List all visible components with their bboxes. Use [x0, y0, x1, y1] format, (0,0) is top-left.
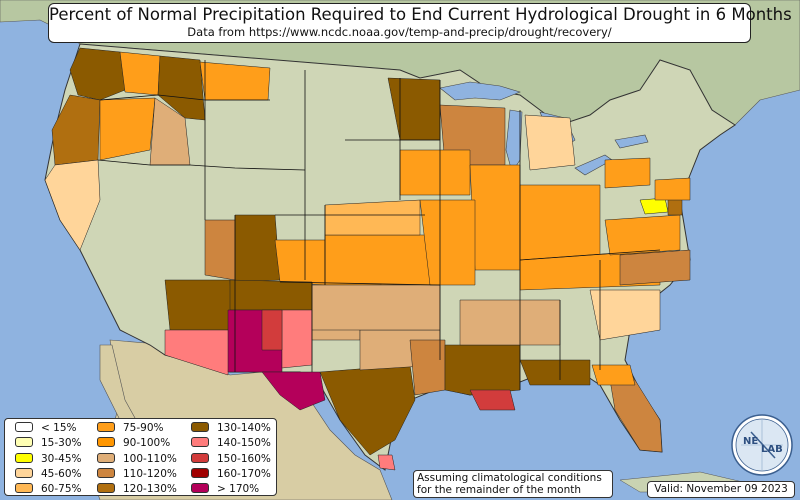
legend-item: 60-75% [15, 482, 82, 496]
note-line-1: Assuming climatological conditions [417, 472, 602, 484]
valid-date: Valid: November 09 2023 [647, 481, 795, 498]
legend-item: 90-100% [97, 436, 170, 450]
region-tx-south-tip [377, 454, 396, 471]
legend-item: 120-130% [97, 482, 177, 496]
legend-label: 90-100% [123, 437, 171, 450]
region-pa [604, 157, 651, 189]
title-panel: Percent of Normal Precipitation Required… [48, 3, 792, 43]
region-nm-southeast [281, 309, 313, 369]
region-az-north [164, 279, 233, 331]
legend-label: 60-75% [41, 483, 82, 496]
logo-text-left: NE [743, 436, 758, 447]
legend-label: 45-60% [41, 467, 82, 480]
note-line-2: for the remainder of the month [417, 484, 582, 496]
region-va [604, 214, 681, 256]
region-ga-sc [589, 289, 661, 341]
legend-label: 160-170% [217, 467, 271, 480]
region-id-north [157, 55, 206, 121]
region-az-south [164, 329, 231, 376]
region-la [444, 344, 521, 396]
legend-item: 30-45% [15, 452, 82, 466]
legend-swatch [15, 467, 33, 478]
legend: < 15% 15-30% 30-45% 45-60% 60-75% 75-90% 90-10… [4, 418, 277, 496]
region-nc [619, 249, 691, 286]
legend-swatch [97, 422, 115, 432]
legend-label: 150-160% [217, 452, 271, 465]
legend-swatch [191, 422, 209, 432]
legend-label: 130-140% [217, 422, 271, 434]
logo-text-right: LAB [761, 444, 783, 455]
legend-label: 120-130% [123, 483, 177, 496]
legend-label: 140-150% [217, 437, 271, 450]
region-or-central [99, 97, 156, 161]
legend-label: 75-90% [123, 422, 164, 434]
region-tx-west [261, 371, 326, 411]
legend-swatch [191, 483, 209, 494]
legend-swatch [15, 452, 33, 463]
region-la-coast [469, 389, 516, 411]
region-ne [324, 199, 421, 236]
lake-superior [439, 81, 521, 101]
map-title: Percent of Normal Precipitation Required… [49, 5, 792, 24]
region-md [639, 197, 669, 215]
region-nj [654, 177, 691, 201]
region-fl-north [591, 364, 636, 386]
legend-swatch [191, 467, 209, 478]
legend-label: 110-120% [123, 467, 177, 480]
legend-swatch [15, 422, 33, 432]
legend-item: > 170% [191, 482, 259, 496]
legend-swatch [97, 467, 115, 478]
region-ks [324, 234, 431, 286]
legend-item: 45-60% [15, 467, 82, 481]
region-il [469, 164, 521, 271]
legend-item: 110-120% [97, 467, 177, 481]
assumption-note: Assuming climatological conditions for t… [413, 470, 613, 498]
legend-item: 130-140% [191, 421, 271, 435]
region-mt [199, 61, 271, 101]
legend-item: 150-160% [191, 452, 271, 466]
lake-ontario [614, 134, 649, 149]
legend-label: 15-30% [41, 437, 82, 450]
region-ok [311, 284, 441, 331]
region-nm-mid [261, 309, 283, 351]
region-ia [399, 149, 471, 196]
region-co-east [274, 239, 326, 286]
region-wa-east [119, 51, 161, 96]
nexlab-logo: NE LAB [731, 414, 793, 476]
state-borders [97, 60, 661, 390]
region-mi [524, 114, 576, 171]
legend-swatch [97, 483, 115, 494]
region-ut-south [204, 219, 236, 281]
legend-item: 140-150% [191, 436, 271, 450]
region-wa-west [69, 47, 126, 101]
region-co-west [234, 214, 281, 283]
region-fl [609, 379, 663, 453]
legend-label: 100-110% [123, 452, 177, 465]
legend-label: < 15% [41, 422, 77, 434]
legend-item: 100-110% [97, 452, 177, 466]
region-nm-north [229, 279, 313, 311]
legend-swatch [15, 483, 33, 494]
legend-item: 15-30% [15, 436, 82, 450]
legend-swatch [191, 452, 209, 463]
legend-swatch [97, 452, 115, 463]
legend-item: 75-90% [97, 421, 164, 435]
legend-item: < 15% [15, 421, 76, 435]
legend-item: 160-170% [191, 467, 271, 481]
legend-swatch [191, 437, 209, 448]
region-ms-al [459, 299, 561, 346]
region-gulf-coast [519, 359, 591, 386]
map-subtitle: Data from https://www.ncdc.noaa.gov/temp… [187, 25, 612, 39]
region-mo [419, 199, 476, 286]
region-in-oh [519, 184, 601, 261]
legend-label: > 170% [217, 483, 260, 496]
legend-label: 30-45% [41, 452, 82, 465]
legend-swatch [15, 437, 33, 448]
legend-swatch [97, 437, 115, 448]
